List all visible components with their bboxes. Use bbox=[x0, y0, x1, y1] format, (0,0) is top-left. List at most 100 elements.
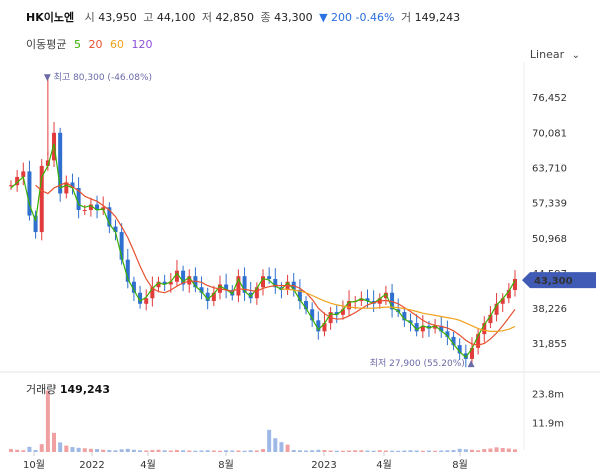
x-tick-label: 10월 bbox=[23, 459, 45, 471]
volume-panel-title: 거래량 149,243 bbox=[26, 381, 110, 397]
x-tick-label: 4월 bbox=[376, 459, 392, 471]
candle-body bbox=[273, 278, 278, 288]
high-value: 44,100 bbox=[156, 11, 196, 24]
volume-bar bbox=[224, 450, 229, 452]
candle-body bbox=[242, 276, 247, 293]
x-tick-label: 2022 bbox=[79, 460, 104, 471]
candle-body bbox=[64, 182, 69, 194]
candle-body bbox=[267, 276, 272, 279]
volume-bar bbox=[187, 450, 192, 452]
volume-bar bbox=[414, 450, 419, 452]
volume-bar bbox=[353, 450, 358, 452]
candle-body bbox=[119, 232, 124, 260]
volume-bar bbox=[433, 450, 438, 452]
low-value: 42,850 bbox=[215, 11, 254, 24]
candle-body bbox=[445, 331, 450, 337]
candle-body bbox=[39, 165, 44, 233]
volume-bar bbox=[205, 450, 210, 452]
volume-bar bbox=[476, 450, 481, 452]
candle-body bbox=[359, 298, 364, 302]
volume-bar bbox=[273, 438, 278, 452]
volume-bar bbox=[64, 445, 69, 452]
x-tick-label: 8월 bbox=[218, 459, 234, 471]
volume-bar bbox=[230, 450, 235, 452]
volume-bar bbox=[463, 449, 468, 452]
candle-body bbox=[482, 323, 487, 335]
volume-bar bbox=[242, 450, 247, 452]
volume-bar bbox=[254, 450, 259, 452]
y-tick-label: 70,081 bbox=[532, 128, 567, 139]
quote-header: HK이노엔 시 43,950 고 44,100 저 42,850 종 43,30… bbox=[26, 9, 460, 25]
volume-bar bbox=[506, 448, 511, 452]
volume-bar bbox=[469, 449, 474, 452]
volume-bar bbox=[340, 450, 345, 452]
scale-selector[interactable]: Linear ⌄ bbox=[530, 48, 580, 61]
candle-body bbox=[181, 270, 186, 285]
x-tick-label: 2023 bbox=[311, 460, 336, 471]
volume-bar bbox=[156, 449, 161, 452]
candle-body bbox=[224, 284, 229, 290]
candle-body bbox=[451, 336, 456, 346]
ma-60-label: 60 bbox=[109, 38, 124, 51]
candle-body bbox=[506, 289, 511, 299]
candle-body bbox=[144, 298, 149, 304]
scale-label: Linear bbox=[529, 48, 565, 61]
volume-bar bbox=[445, 450, 450, 452]
volume-bar bbox=[420, 450, 425, 452]
volume-bar bbox=[101, 449, 106, 452]
candle-body bbox=[156, 281, 161, 288]
volume-bar bbox=[390, 450, 395, 452]
volume-bar bbox=[297, 450, 302, 452]
stock-name: HK이노엔 bbox=[26, 11, 75, 24]
volume-bar bbox=[125, 448, 130, 452]
candle-body bbox=[199, 287, 204, 293]
moving-average-legend[interactable]: 이동평균 5 20 60 120 bbox=[26, 36, 156, 52]
volume-bar bbox=[95, 449, 100, 452]
volume-bar bbox=[168, 450, 173, 452]
candle-body bbox=[433, 325, 438, 329]
volume-bar bbox=[217, 450, 222, 452]
candle-body bbox=[420, 325, 425, 332]
candle-body bbox=[426, 325, 431, 329]
volume-bar bbox=[138, 450, 143, 452]
candle-body bbox=[187, 276, 192, 285]
volume-bar bbox=[181, 450, 186, 452]
volume-bar bbox=[27, 446, 32, 452]
volume-bar bbox=[513, 449, 517, 452]
ma-20-label: 20 bbox=[88, 38, 103, 51]
ma-5-line bbox=[10, 143, 516, 359]
volume-bar bbox=[408, 450, 413, 452]
candle-body bbox=[408, 320, 413, 324]
volume-bar bbox=[285, 444, 290, 452]
volume-bar bbox=[150, 450, 155, 452]
y-tick-label: 31,855 bbox=[532, 339, 567, 350]
candle-body bbox=[162, 281, 167, 285]
volume-bar bbox=[211, 450, 216, 452]
candle-body bbox=[322, 323, 327, 332]
volume-bar bbox=[21, 450, 26, 452]
volume-bar bbox=[316, 449, 321, 452]
candle-body bbox=[9, 185, 13, 187]
volume-bar bbox=[119, 449, 124, 452]
change-value: ▼ 200 -0.46% bbox=[319, 11, 395, 24]
candle-body bbox=[211, 292, 216, 302]
ma-60-line bbox=[281, 288, 516, 332]
candle-body bbox=[310, 309, 315, 321]
volume-bar bbox=[236, 450, 241, 452]
volume-bar bbox=[199, 450, 204, 452]
y-tick-label: 63,710 bbox=[532, 163, 567, 174]
candle-body bbox=[70, 182, 75, 188]
ma-legend-label: 이동평균 bbox=[26, 38, 67, 51]
volume-bar bbox=[82, 448, 87, 452]
candle-body bbox=[58, 132, 63, 194]
candle-body bbox=[205, 292, 210, 302]
volume-panel-value: 149,243 bbox=[59, 383, 110, 396]
candle-body bbox=[414, 323, 419, 332]
candle-body bbox=[500, 298, 505, 304]
y-tick-label: 76,452 bbox=[532, 93, 567, 104]
volume-bar bbox=[76, 447, 81, 452]
ma-20-line bbox=[35, 181, 516, 346]
candle-body bbox=[21, 171, 26, 177]
open-value: 43,950 bbox=[98, 11, 137, 24]
